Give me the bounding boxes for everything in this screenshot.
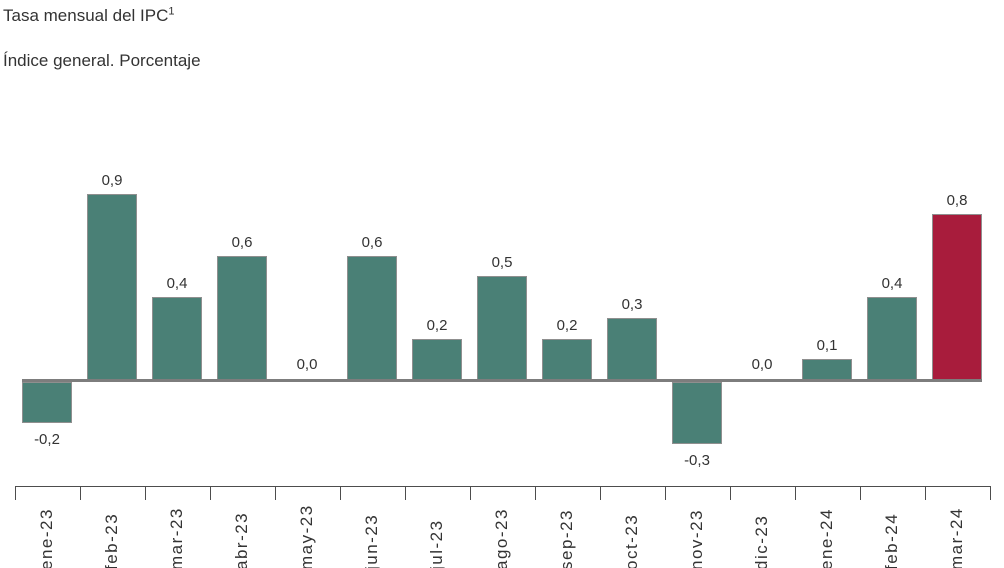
x-axis-tick xyxy=(404,486,406,500)
x-axis-tick xyxy=(209,486,211,500)
bar-value-label: 0,8 xyxy=(946,192,968,209)
bar xyxy=(217,256,267,380)
x-axis-line xyxy=(14,486,990,487)
x-axis-tick xyxy=(274,486,276,500)
x-axis-label: may-23 xyxy=(297,504,316,568)
bar xyxy=(87,194,137,380)
x-axis-tick xyxy=(144,486,146,500)
x-axis-tick xyxy=(729,486,731,500)
bar-value-label: 0,6 xyxy=(361,234,383,251)
bar-value-label: -0,2 xyxy=(34,431,60,448)
x-axis-label: jun-23 xyxy=(362,513,381,568)
bar xyxy=(347,256,397,380)
title-superscript: 1 xyxy=(168,5,175,18)
bar xyxy=(672,382,722,444)
x-axis-label: ene-23 xyxy=(37,508,56,568)
bar-value-label: 0,4 xyxy=(881,275,903,292)
x-axis-label: mar-23 xyxy=(167,507,186,568)
bar xyxy=(542,339,592,380)
x-axis-tick xyxy=(924,486,926,500)
bar xyxy=(22,382,72,423)
x-axis-tick xyxy=(14,486,16,500)
bar-value-label: 0,5 xyxy=(491,254,513,271)
x-axis-label: dic-23 xyxy=(752,514,771,568)
bar-value-label: 0,2 xyxy=(426,317,448,334)
bar-value-label: 0,0 xyxy=(296,356,318,373)
bar xyxy=(802,359,852,380)
x-axis-tick xyxy=(859,486,861,500)
x-axis-label: feb-24 xyxy=(882,512,901,568)
bar xyxy=(932,214,982,380)
zero-line xyxy=(22,379,982,382)
bar xyxy=(607,318,657,380)
bar xyxy=(867,297,917,380)
x-axis-label: ene-24 xyxy=(817,508,836,568)
bar-value-label: 0,4 xyxy=(166,275,188,292)
x-axis-label: mar-24 xyxy=(947,507,966,568)
x-axis-label: ago-23 xyxy=(492,508,511,568)
x-axis-tick xyxy=(664,486,666,500)
x-axis-tick xyxy=(794,486,796,500)
bar-value-label: 0,1 xyxy=(816,337,838,354)
x-axis-label: oct-23 xyxy=(622,513,641,568)
bar-value-label: 0,3 xyxy=(621,296,643,313)
x-axis-tick xyxy=(534,486,536,500)
bar xyxy=(152,297,202,380)
x-axis-label: feb-23 xyxy=(102,512,121,568)
page-title: Tasa mensual del IPC1 xyxy=(3,6,175,26)
bar-value-label: 0,0 xyxy=(751,356,773,373)
x-axis-tick xyxy=(469,486,471,500)
bar-value-label: -0,3 xyxy=(684,452,710,469)
x-axis-label: sep-23 xyxy=(557,509,576,568)
bar-value-label: 0,2 xyxy=(556,317,578,334)
page-subtitle: Índice general. Porcentaje xyxy=(3,51,201,70)
bar-value-label: 0,6 xyxy=(231,234,253,251)
x-axis-label: abr-23 xyxy=(232,511,251,568)
x-axis-tick xyxy=(79,486,81,500)
page-title-text: Tasa mensual del IPC xyxy=(3,6,169,25)
bar xyxy=(412,339,462,380)
x-axis-tick xyxy=(599,486,601,500)
bar xyxy=(477,276,527,380)
x-axis-label: jul-23 xyxy=(427,519,446,568)
x-axis-label: nov-23 xyxy=(687,509,706,568)
bar-value-label: 0,9 xyxy=(101,172,123,189)
x-axis-tick xyxy=(989,486,991,500)
x-axis-tick xyxy=(339,486,341,500)
